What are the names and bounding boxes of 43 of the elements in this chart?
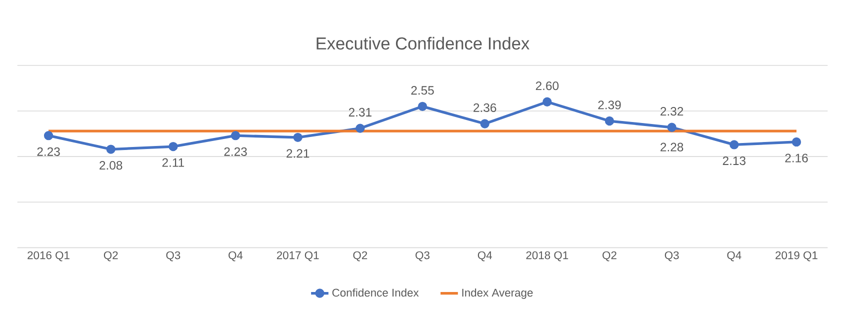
data-label: 2.21 <box>286 149 310 158</box>
x-tick-label: Q3 <box>166 251 180 262</box>
point <box>230 131 240 140</box>
point <box>106 144 116 154</box>
data-label: 2.28 <box>660 142 684 152</box>
data-label: 2.39 <box>598 100 621 110</box>
data-label: 2.55 <box>411 86 434 95</box>
x-tick-label: Q3 <box>416 251 430 262</box>
data-label: 2.11 <box>162 158 184 167</box>
x-tick-label: Q2 <box>353 251 368 262</box>
point <box>667 122 676 132</box>
point <box>604 116 614 126</box>
point <box>356 124 365 133</box>
point <box>730 140 739 150</box>
data-label: 2.13 <box>722 156 746 166</box>
data-label: 2.23 <box>224 147 247 156</box>
legend-label: Index Average <box>462 288 533 299</box>
data-label: 2.36 <box>474 103 496 112</box>
point <box>480 119 490 128</box>
point <box>792 137 802 147</box>
x-tick-label: Q3 <box>664 251 679 262</box>
x-tick-label: 2016 Q1 <box>28 251 70 262</box>
data-label: 2.23 <box>37 147 60 156</box>
x-tick-label: 2019 Q1 <box>776 251 818 262</box>
data-label: 2.16 <box>785 154 808 162</box>
data-label: 2.32 <box>660 107 684 116</box>
x-tick-label: 2018 Q1 <box>526 251 568 262</box>
data-label: 2.60 <box>536 82 559 90</box>
point <box>44 131 54 140</box>
chart-title: Executive Confidence Index <box>316 36 530 50</box>
data-label: 2.08 <box>100 161 122 170</box>
point <box>293 132 302 142</box>
point <box>542 97 552 106</box>
point <box>168 142 178 152</box>
legend-label: Confidence Index <box>332 288 419 297</box>
point <box>418 102 428 112</box>
x-tick-label: Q2 <box>602 251 616 262</box>
x-tick-label: Q4 <box>727 251 742 262</box>
data-label: 2.31 <box>348 108 372 117</box>
x-tick-label: Q4 <box>228 251 243 262</box>
x-tick-label: Q2 <box>104 251 118 262</box>
x-tick-label: 2017 Q1 <box>276 251 319 262</box>
x-tick-label: Q4 <box>478 251 492 262</box>
